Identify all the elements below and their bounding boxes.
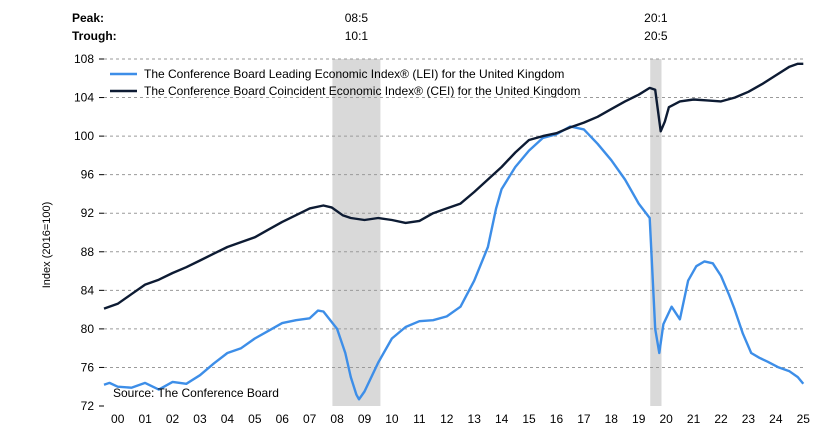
- y-axis-title: Index (2016=100): [41, 202, 53, 289]
- y-tick-label: 84: [81, 283, 95, 297]
- x-tick-label: 14: [495, 412, 509, 426]
- y-tick-label: 104: [74, 91, 94, 105]
- y-tick-label: 80: [81, 322, 95, 336]
- y-tick-label: 108: [74, 52, 94, 66]
- x-tick-label: 01: [138, 412, 152, 426]
- series-line-0: [103, 125, 805, 401]
- x-tick-label: 10: [385, 412, 399, 426]
- y-tick-label: 76: [81, 360, 95, 374]
- x-tick-label: 06: [276, 412, 290, 426]
- x-tick-label: 12: [440, 412, 454, 426]
- x-tick-label: 11: [413, 412, 426, 426]
- recession-trough-label: 20:5: [644, 29, 668, 43]
- peak-corner-label: Peak:: [72, 11, 104, 25]
- x-tick-label: 21: [687, 412, 701, 426]
- x-tick-label: 08: [330, 412, 344, 426]
- recession-band: [650, 59, 662, 406]
- x-tick-label: 13: [468, 412, 482, 426]
- x-tick-label: 16: [550, 412, 564, 426]
- y-tick-label: 100: [74, 129, 94, 143]
- x-tick-label: 24: [769, 412, 783, 426]
- recession-peak-label: 20:1: [644, 11, 668, 25]
- x-tick-label: 17: [577, 412, 591, 426]
- x-tick-label: 20: [659, 412, 673, 426]
- x-tick-label: 23: [742, 412, 756, 426]
- x-tick-label: 03: [193, 412, 207, 426]
- x-tick-label: 22: [714, 412, 728, 426]
- legend-entry: The Conference Board Leading Economic In…: [144, 67, 564, 81]
- x-tick-label: 04: [221, 412, 235, 426]
- recession-trough-label: 10:1: [345, 29, 369, 43]
- y-tick-labels: 72 76 80 84 88 92 96 100 104 108: [74, 52, 104, 413]
- trough-corner-label: Trough:: [72, 29, 117, 43]
- x-tick-label: 19: [632, 412, 646, 426]
- x-tick-label: 02: [166, 412, 180, 426]
- source-note: Source: The Conference Board: [113, 386, 279, 400]
- y-tick-label: 96: [81, 168, 95, 182]
- recession-band: [332, 59, 381, 406]
- series-line-1: [103, 62, 804, 310]
- x-tick-label: 18: [605, 412, 619, 426]
- y-tick-label: 88: [81, 245, 95, 259]
- x-tick-label: 09: [358, 412, 372, 426]
- x-tick-label: 25: [797, 412, 811, 426]
- legend: The Conference Board Leading Economic In…: [110, 67, 580, 98]
- legend-entry: The Conference Board Coincident Economic…: [144, 84, 580, 98]
- x-tick-label: 00: [111, 412, 125, 426]
- y-tick-label: 92: [81, 206, 95, 220]
- recession-bands: 08:5 10:1 20:1 20:5: [332, 11, 668, 406]
- x-tick-labels: 00 01 02 03 04 05 06 07 08 09 10 11 12 13 14 15 16 17 18 19…: [111, 412, 810, 426]
- x-tick-label: 05: [248, 412, 262, 426]
- gridlines: [104, 58, 806, 368]
- y-tick-label: 72: [81, 399, 95, 413]
- recession-peak-label: 08:5: [345, 11, 369, 25]
- series-lines: [103, 62, 805, 401]
- x-tick-label: 07: [303, 412, 317, 426]
- x-tick-label: 15: [522, 412, 536, 426]
